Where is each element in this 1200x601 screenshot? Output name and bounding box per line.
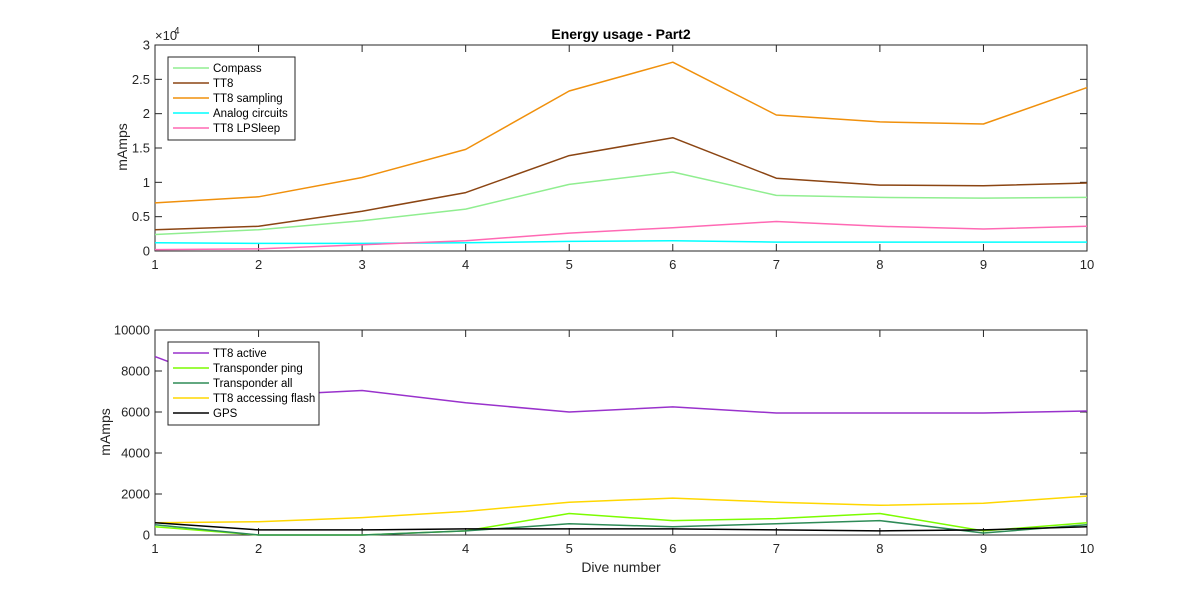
top-panel: Energy usage - Part2 ×10 4 mAmps 1 2 3 4 5 6 7… [114, 26, 1094, 272]
y-tick-label: 3 [143, 38, 150, 53]
exponent-base: ×10 [155, 28, 177, 43]
legend-entry: Analog circuits [213, 108, 288, 120]
y-tick-label: 2.5 [132, 72, 150, 87]
x-tick-label: 5 [566, 257, 573, 272]
x-tick-label: 1 [151, 541, 158, 556]
x-tick-label: 10 [1080, 541, 1094, 556]
y-axis-label: mAmps [97, 408, 113, 455]
series-line-tt8-sampling [154, 61, 1088, 204]
legend-entry: Transponder all [213, 378, 292, 390]
x-tick-label: 3 [358, 257, 365, 272]
legend-entry: GPS [213, 408, 238, 420]
x-tick-label: 8 [876, 257, 883, 272]
x-tick-label: 7 [773, 541, 780, 556]
series-line-tt8-lpsleep [154, 220, 1088, 251]
series-line-transponder-all [154, 519, 1088, 536]
x-axis-label: Dive number [581, 559, 661, 575]
legend-entry: TT8 [213, 78, 233, 90]
x-tick-label: 9 [980, 257, 987, 272]
x-tick-label: 3 [358, 541, 365, 556]
y-tick-label: 2 [143, 106, 150, 121]
x-tick-label: 6 [669, 541, 676, 556]
x-tick-label: 4 [462, 257, 469, 272]
y-tick-label: 8000 [121, 364, 150, 379]
legend-entry: Transponder ping [213, 363, 303, 375]
exponent-label: ×10 4 [155, 26, 180, 43]
x-tick-label: 9 [980, 541, 987, 556]
y-tick-label: 10000 [114, 323, 150, 338]
legend-entry: TT8 accessing flash [213, 393, 315, 405]
y-tick-label: 1.5 [132, 141, 150, 156]
legend: TT8 active Transponder ping Transponder al… [167, 341, 320, 426]
y-tick-label: 0 [143, 528, 150, 543]
x-tick-label: 2 [255, 541, 262, 556]
axis-ticks: 1 2 3 4 5 6 7 8 9 10 0 0.5 1 1.5 2 2.5 3 [132, 38, 1094, 273]
legend-entry: TT8 active [213, 348, 267, 360]
legend-entry: TT8 sampling [213, 93, 283, 105]
y-tick-label: 1 [143, 175, 150, 190]
y-axis-label: mAmps [114, 123, 130, 170]
y-tick-label: 6000 [121, 405, 150, 420]
series-line-tt8 [154, 136, 1088, 231]
axis-ticks: 1 2 3 4 5 6 7 8 9 10 0 2000 4000 6000 8000 10000 [114, 323, 1094, 557]
y-tick-label: 4000 [121, 446, 150, 461]
series-line-analog-circuits [154, 239, 1087, 245]
x-tick-label: 2 [255, 257, 262, 272]
x-tick-label: 5 [566, 541, 573, 556]
x-tick-label: 6 [669, 257, 676, 272]
y-tick-label: 0 [143, 244, 150, 259]
legend-entry: TT8 LPSleep [213, 123, 280, 135]
chart-title: Energy usage - Part2 [551, 26, 690, 42]
y-tick-label: 0.5 [132, 209, 150, 224]
legend: Compass TT8 TT8 sampling Analog circuits TT8… [167, 56, 296, 141]
series-lines [154, 61, 1088, 251]
exponent-power: 4 [174, 26, 180, 37]
x-tick-label: 8 [876, 541, 883, 556]
series-line-tt8-accessing-flash [154, 495, 1088, 524]
bottom-panel: mAmps Dive number 1 2 3 4 5 6 7 8 9 10 0 2000 4000 60… [97, 323, 1094, 576]
x-tick-label: 7 [773, 257, 780, 272]
x-tick-label: 4 [462, 541, 469, 556]
x-tick-label: 10 [1080, 257, 1094, 272]
y-tick-label: 2000 [121, 487, 150, 502]
series-line-gps [154, 521, 1088, 532]
legend-entry: Compass [213, 63, 262, 75]
x-tick-label: 1 [151, 257, 158, 272]
series-line-compass [154, 171, 1088, 236]
